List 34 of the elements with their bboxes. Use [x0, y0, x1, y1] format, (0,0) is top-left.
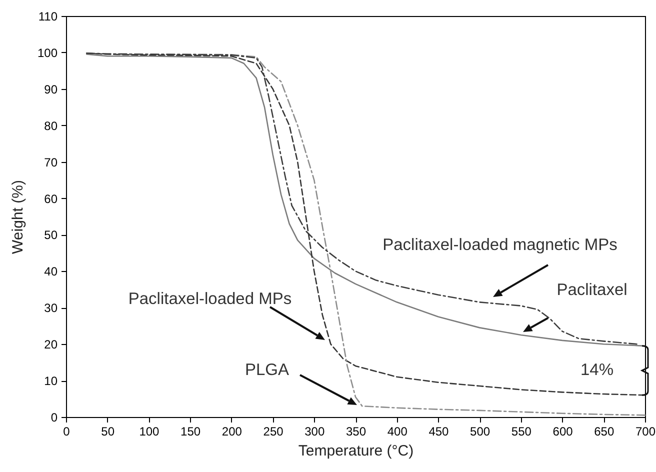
- x-tick-label: 600: [552, 424, 574, 438]
- y-tick-label: 20: [44, 338, 58, 352]
- x-tick-label: 0: [63, 424, 70, 438]
- y-tick-label: 100: [37, 46, 58, 60]
- x-tick-label: 350: [346, 424, 366, 438]
- y-tick-label: 40: [44, 264, 58, 279]
- x-tick-label: 400: [387, 424, 408, 438]
- x-tick-label: 150: [180, 424, 201, 438]
- x-tick-label: 100: [139, 424, 160, 438]
- y-tick-label: 110: [38, 10, 58, 24]
- y-tick-label: 70: [44, 155, 58, 170]
- y-tick-label: 60: [44, 192, 58, 206]
- annotation: Paclitaxel-loaded magnetic MPs: [382, 236, 618, 254]
- y-tick-label: 10: [44, 374, 58, 388]
- annotation: Paclitaxel: [556, 281, 628, 299]
- x-tick-label: 200: [222, 424, 242, 438]
- annotation: 14%: [580, 361, 614, 379]
- x-axis-title: Temperature (°C): [298, 442, 414, 460]
- annotation: Paclitaxel-loaded MPs: [128, 290, 292, 308]
- x-tick-label: 450: [428, 424, 450, 438]
- y-axis-title: Weight (%): [9, 180, 26, 254]
- y-tick-label: 90: [44, 82, 58, 96]
- x-tick-label: 700: [635, 424, 656, 438]
- y-tick-label: 50: [44, 228, 58, 242]
- x-tick-label: 300: [304, 424, 325, 438]
- y-tick-label: 0: [50, 410, 58, 424]
- x-tick-label: 250: [263, 424, 284, 438]
- y-tick-label: 30: [44, 301, 58, 316]
- annotation: PLGA: [244, 361, 290, 379]
- x-tick-label: 650: [594, 424, 614, 438]
- x-tick-label: 500: [470, 424, 490, 438]
- x-tick-label: 50: [101, 424, 115, 438]
- y-tick-label: 80: [44, 118, 58, 133]
- x-tick-label: 550: [511, 424, 532, 438]
